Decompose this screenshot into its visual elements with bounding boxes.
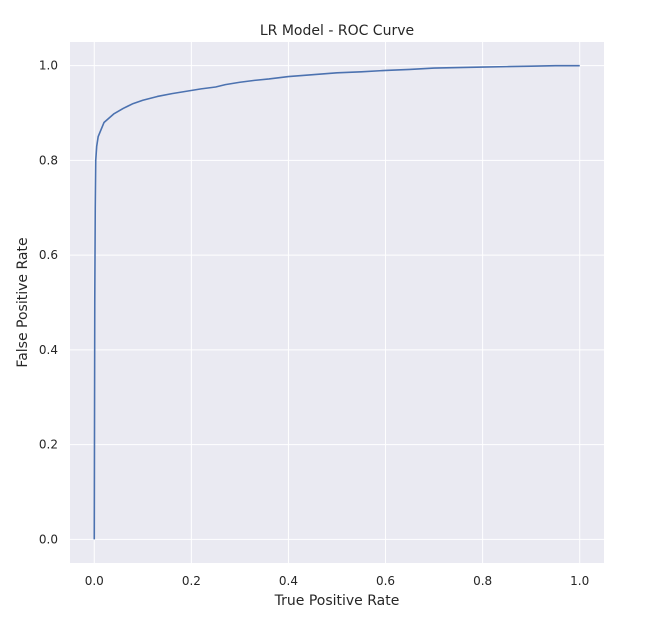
x-axis-label: True Positive Rate bbox=[274, 593, 400, 609]
roc-curve-line bbox=[93, 64, 580, 540]
x-tick-label: 0.6 bbox=[376, 574, 395, 588]
y-tick-label: 0.6 bbox=[39, 248, 58, 262]
x-tick-labels: 0.0 0.2 0.4 0.6 0.8 1.0 bbox=[85, 574, 590, 588]
x-tick-label: 0.8 bbox=[473, 574, 492, 588]
y-tick-label: 0.8 bbox=[39, 153, 58, 167]
y-tick-label: 1.0 bbox=[39, 59, 58, 73]
y-tick-labels: 0.0 0.2 0.4 0.6 0.8 1.0 bbox=[39, 59, 58, 547]
x-tick-label: 1.0 bbox=[570, 574, 589, 588]
x-tick-label: 0.0 bbox=[85, 574, 104, 588]
y-tick-label: 0.2 bbox=[39, 438, 58, 452]
x-tick-label: 0.4 bbox=[279, 574, 298, 588]
y-tick-label: 0.4 bbox=[39, 343, 58, 357]
y-axis-label: False Positive Rate bbox=[15, 237, 31, 367]
chart-title: LR Model - ROC Curve bbox=[260, 23, 414, 39]
y-tick-label: 0.0 bbox=[39, 532, 58, 546]
plot-area bbox=[70, 42, 604, 563]
x-tick-label: 0.2 bbox=[182, 574, 201, 588]
